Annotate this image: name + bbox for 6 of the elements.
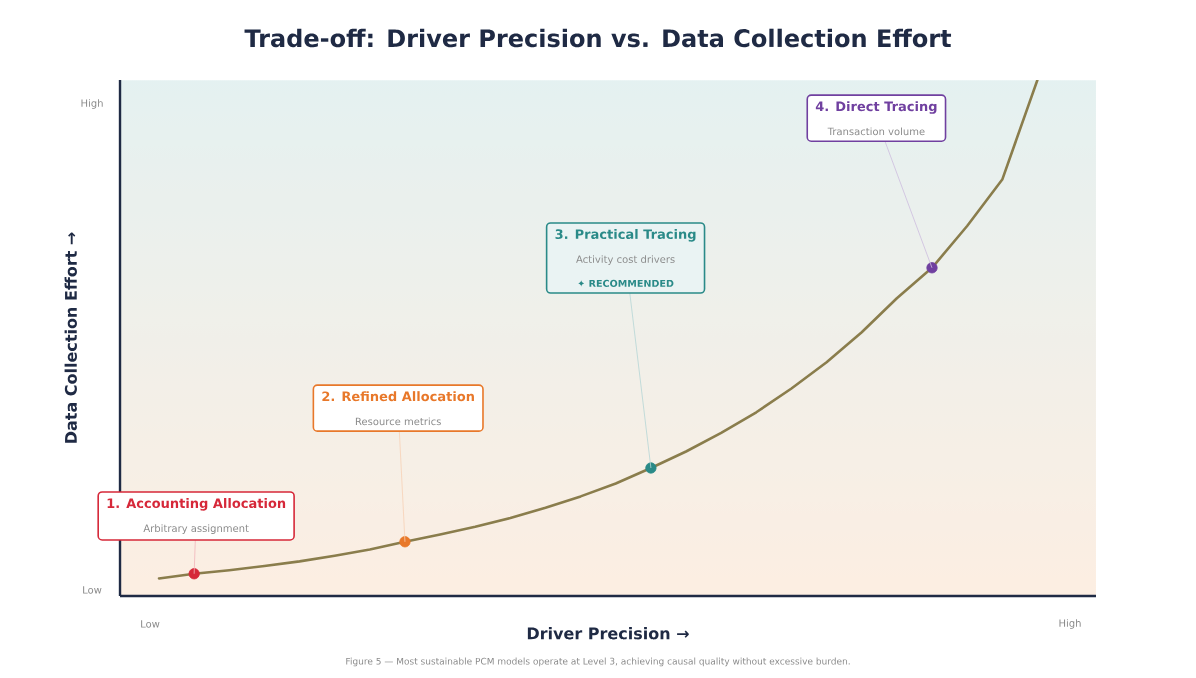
point [926,262,938,274]
x-axis-title: Driver Precision → [527,627,689,640]
point [188,568,200,580]
point [645,462,657,474]
chart-title: Trade-off: Driver Precision vs. Data Collection Effort [244,28,952,48]
y-axis-title: Data Collection Effort → [64,232,77,443]
